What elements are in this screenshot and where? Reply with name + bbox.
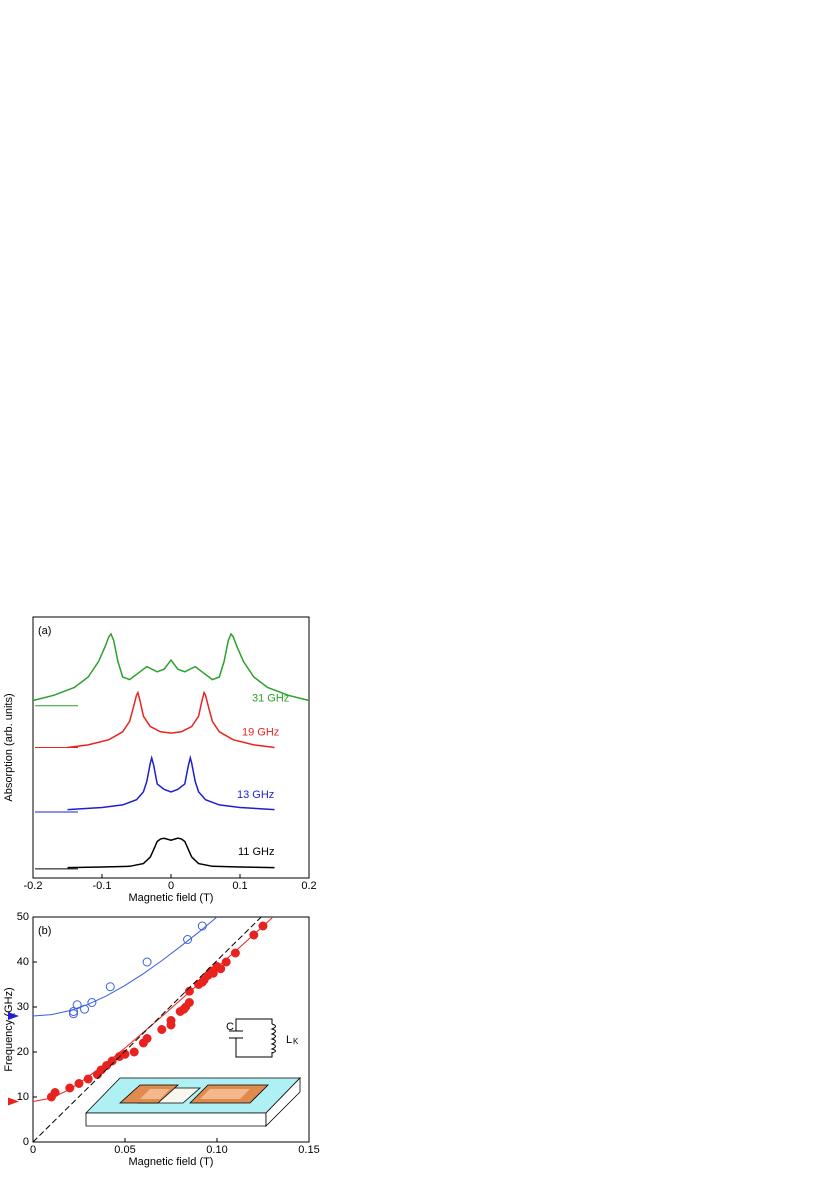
point — [230, 948, 240, 958]
y-tick-label: 40 — [17, 956, 29, 968]
x-tick-label: 0.05 — [114, 1144, 135, 1156]
point — [221, 957, 231, 967]
trace — [67, 754, 275, 811]
x-tick-label: 0.10 — [206, 1144, 227, 1156]
x-tick-label: 0.15 — [298, 1144, 319, 1156]
point — [157, 1025, 167, 1034]
series-label: 11 GHz — [238, 846, 274, 858]
x-axis-label: Magnetic field (T) — [129, 892, 214, 904]
plots: (a) Magnetic field (T) Absorption (arb. un… — [3, 616, 320, 1168]
y-axis-label: Absorption (arb. units) — [3, 693, 15, 801]
fit-curve — [32, 917, 273, 1102]
capacitor-label: C — [226, 1021, 234, 1033]
y-tick-label: 50 — [17, 911, 29, 923]
point — [120, 1049, 130, 1059]
y-tick-label: 30 — [17, 1001, 29, 1013]
x-tick-label: -0.2 — [24, 880, 43, 892]
axis-marker — [8, 1012, 19, 1020]
trace — [67, 837, 275, 869]
series-label: 13 GHz — [237, 789, 274, 801]
point — [68, 1007, 78, 1016]
point — [87, 998, 97, 1007]
panel-label: (b) — [38, 925, 51, 937]
panel-label: (a) — [38, 625, 51, 637]
x-tick-label: 0.2 — [301, 880, 316, 892]
point — [166, 1016, 176, 1025]
fit-curve — [32, 916, 218, 1017]
point — [184, 998, 194, 1007]
trace — [32, 632, 310, 702]
y-tick-label: 10 — [17, 1091, 29, 1103]
y-tick-label: 0 — [23, 1136, 29, 1148]
y-tick-label: 20 — [17, 1046, 29, 1058]
x-tick-label: 0 — [30, 1144, 36, 1156]
y-axis-label: Frequency (GHz) — [3, 987, 15, 1071]
series-label: 31 GHz — [252, 693, 289, 705]
point — [216, 964, 226, 974]
inductor-label: L — [286, 1034, 292, 1046]
x-tick-label: 0 — [168, 880, 174, 892]
point — [72, 1000, 82, 1010]
point — [142, 957, 152, 967]
series-label: 19 GHz — [242, 726, 279, 738]
point — [183, 935, 193, 944]
device — [85, 1077, 301, 1127]
trace — [67, 690, 275, 749]
point — [208, 968, 218, 978]
point — [105, 982, 115, 992]
point — [142, 1034, 152, 1043]
x-tick-label: 0.1 — [232, 880, 247, 892]
axis-marker — [8, 1097, 19, 1106]
inductor-subscript: K — [293, 1037, 299, 1046]
plot-frame — [32, 916, 310, 1143]
x-axis-label: Magnetic field (T) — [129, 1156, 214, 1168]
x-tick-label: -0.1 — [93, 880, 112, 892]
circuit — [229, 1018, 276, 1058]
point — [129, 1047, 139, 1057]
